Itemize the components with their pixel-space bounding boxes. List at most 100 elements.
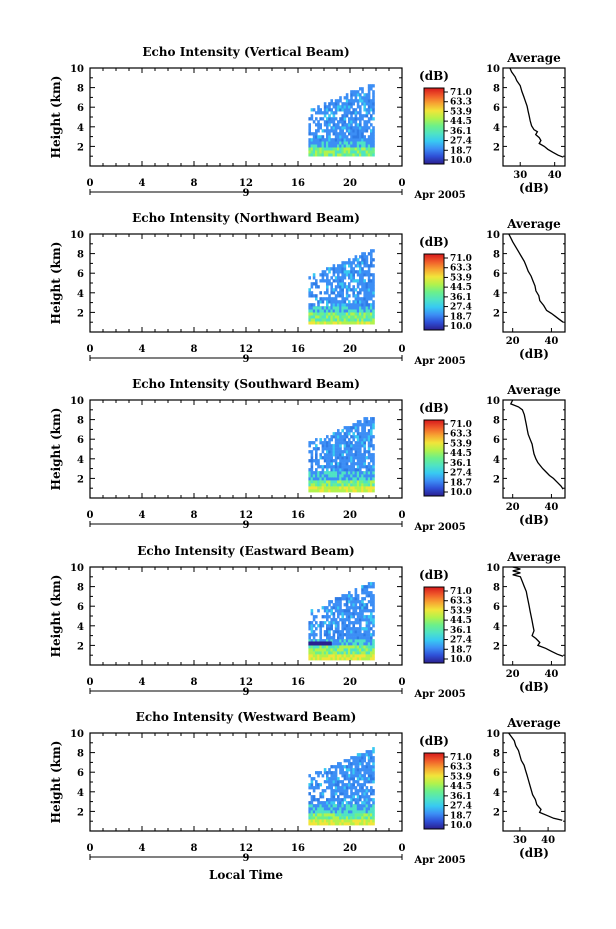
heat-cell <box>315 141 318 145</box>
heat-cell <box>345 639 349 643</box>
colorbar-tick-label: 36.1 <box>450 792 472 802</box>
heat-cell <box>363 279 366 283</box>
heat-cell <box>319 126 322 130</box>
heat-cell <box>332 801 336 805</box>
heat-cell <box>354 462 358 466</box>
heat-cell <box>361 135 364 139</box>
heat-cell <box>354 648 358 652</box>
heat-cell <box>317 135 320 139</box>
heat-cell <box>326 471 329 475</box>
profile-y-tick-label: 6 <box>493 435 500 446</box>
heat-cell <box>359 147 362 151</box>
heat-cell <box>332 321 336 325</box>
heat-cell <box>339 648 342 652</box>
heat-cell <box>365 594 369 598</box>
colorbar-unit: (dB) <box>419 235 449 249</box>
y-axis-label: Height (km) <box>49 408 63 491</box>
heat-cell <box>356 285 360 289</box>
heat-cell <box>308 144 311 148</box>
heat-cell <box>348 591 351 595</box>
heat-cell <box>330 150 333 154</box>
heat-cell <box>321 111 325 115</box>
heat-cell <box>359 762 362 766</box>
heat-cell <box>332 315 336 319</box>
heat-cell <box>334 288 338 292</box>
heat-cell <box>310 648 314 652</box>
heat-cell <box>323 771 327 775</box>
heat-cell <box>363 441 366 445</box>
heat-cell <box>319 147 322 151</box>
heat-cell <box>356 123 360 127</box>
heat-cell <box>359 783 362 787</box>
colorbar-bar <box>423 253 445 331</box>
heat-cell <box>315 468 318 472</box>
heat-cell <box>350 480 353 484</box>
heat-cell <box>332 777 336 781</box>
heat-cell <box>356 147 360 151</box>
heat-cell <box>370 768 373 772</box>
heat-cell <box>341 282 344 286</box>
heat-cell <box>345 606 349 610</box>
heat-cell <box>363 774 366 778</box>
colorbar-tick-label: 36.1 <box>450 626 472 636</box>
heat-cell <box>359 639 362 643</box>
heat-cell <box>348 474 351 478</box>
heat-cell <box>334 435 338 439</box>
heat-cell <box>321 474 325 478</box>
heat-cell <box>359 117 362 121</box>
heat-cell <box>356 126 360 130</box>
heat-cell <box>328 279 331 283</box>
heat-cell <box>345 783 349 787</box>
heat-cell <box>345 813 349 817</box>
heat-cell <box>339 822 342 826</box>
heat-cell <box>326 138 329 142</box>
heat-cell <box>330 804 333 808</box>
heat-cell <box>354 606 358 610</box>
heat-cell <box>343 117 347 121</box>
heat-cell <box>367 321 371 325</box>
heat-cell <box>330 819 333 823</box>
heat-cell <box>345 612 349 616</box>
heat-cell <box>308 648 311 652</box>
heat-cell <box>359 627 362 631</box>
heat-cell <box>321 624 325 628</box>
heat-cell <box>337 105 340 109</box>
colorbar-tick-label: 36.1 <box>450 127 472 137</box>
heat-cell <box>310 777 314 781</box>
heat-cell <box>356 468 360 472</box>
heat-cell <box>330 807 333 811</box>
heat-cell <box>308 804 311 808</box>
heat-cell <box>339 459 342 463</box>
heat-cell <box>319 150 322 154</box>
heat-cell <box>341 618 344 622</box>
heat-cell <box>365 120 369 124</box>
heat-cell <box>365 606 369 610</box>
heat-cell <box>321 468 325 472</box>
heat-cell <box>363 306 366 310</box>
heat-cell <box>317 141 320 145</box>
heat-cell <box>326 477 329 481</box>
day-marker: 9 <box>243 354 250 365</box>
heat-cell <box>337 645 340 649</box>
heat-cell <box>359 786 362 790</box>
y-axis-label: Height (km) <box>49 741 63 824</box>
heat-cell <box>365 303 369 307</box>
heat-cell <box>315 321 318 325</box>
y-axis-label: Height (km) <box>49 242 63 325</box>
x-tick-label: 8 <box>191 510 198 521</box>
heat-cell <box>312 789 316 793</box>
profile-frame <box>502 399 566 499</box>
heat-cell <box>354 318 358 322</box>
heat-cell <box>328 813 331 817</box>
heat-cell <box>321 639 325 643</box>
heat-cell <box>365 96 369 100</box>
heat-cell <box>372 645 375 649</box>
heat-cell <box>319 783 322 787</box>
heat-cell <box>334 285 338 289</box>
heat-cell <box>312 798 316 802</box>
heat-cell <box>359 108 362 112</box>
heat-cell <box>352 261 355 265</box>
heat-cell <box>365 432 369 436</box>
heat-cell <box>345 435 349 439</box>
heat-cell <box>332 468 336 472</box>
